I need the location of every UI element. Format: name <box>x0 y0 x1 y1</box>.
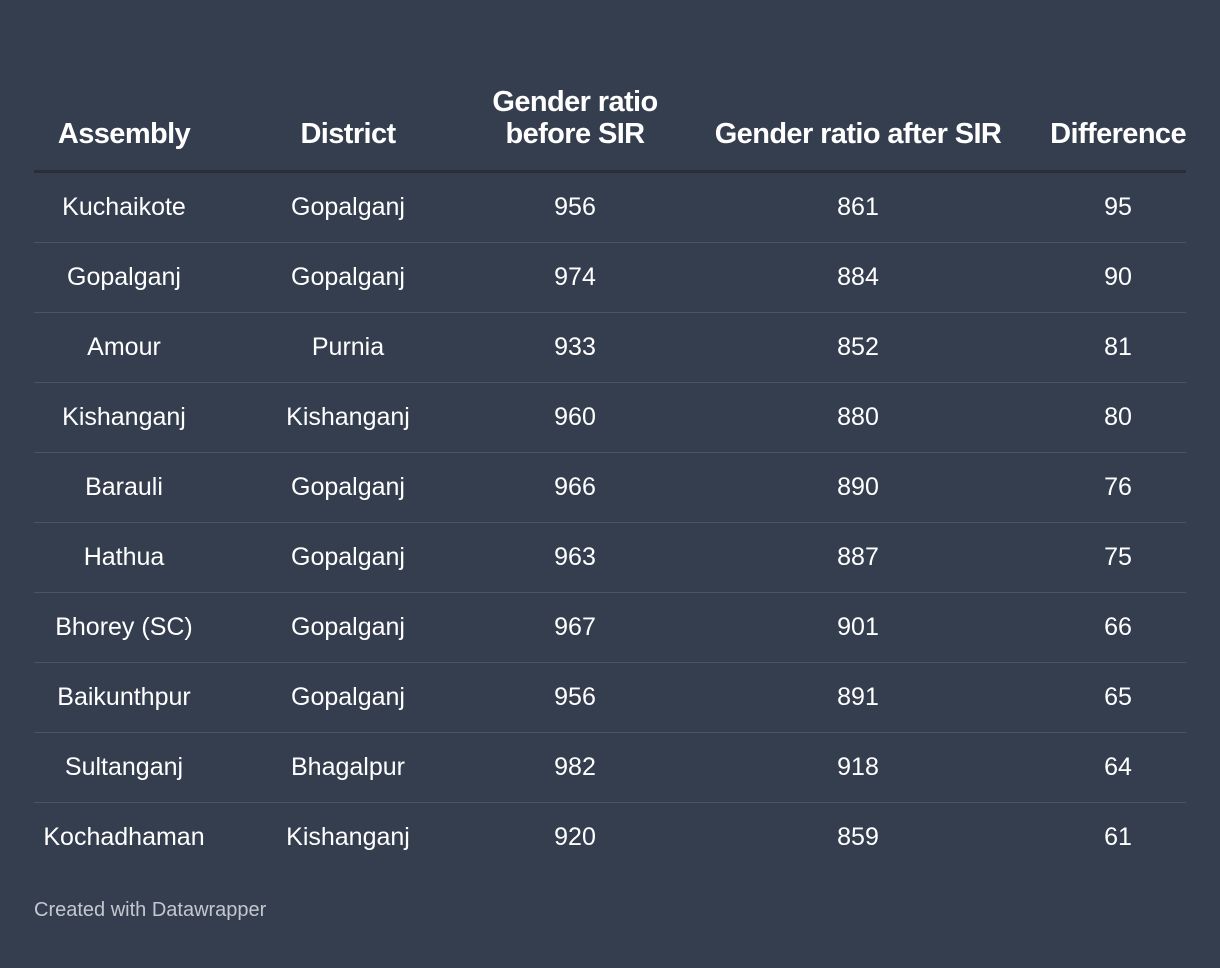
header-row: Assembly District Gender ratio before SI… <box>34 62 1187 173</box>
district-cell: Gopalganj <box>214 452 482 523</box>
assembly-cell: Bhorey (SC) <box>34 592 214 663</box>
before-cell: 960 <box>482 382 668 453</box>
assembly-cell: Amour <box>34 312 214 383</box>
table-row: Hathua Gopalganj 963 887 75 <box>34 522 1186 593</box>
district-cell: Gopalganj <box>214 171 482 243</box>
before-cell: 933 <box>482 312 668 383</box>
difference-value: 61 <box>1104 823 1132 851</box>
before-cell: 963 <box>482 522 668 593</box>
after-cell: 852 <box>668 312 1048 383</box>
difference-cell: 64 <box>1048 732 1186 803</box>
table-row: Kishanganj Kishanganj 960 880 80 <box>34 382 1186 453</box>
difference-value: 66 <box>1104 613 1132 641</box>
table-body: Kuchaikote Gopalganj 956 861 95 Gopalganj Gopa… <box>34 171 1186 873</box>
after-cell: 884 <box>668 242 1048 313</box>
difference-cell: 65 <box>1048 662 1186 733</box>
column-header-assembly[interactable]: Assembly <box>34 62 214 173</box>
difference-value: 65 <box>1104 683 1132 711</box>
district-cell: Gopalganj <box>214 242 482 313</box>
credit-text: Created with Datawrapper <box>34 899 267 921</box>
difference-value: 64 <box>1104 753 1132 781</box>
table-header: Assembly District Gender ratio before SI… <box>34 62 1187 173</box>
assembly-cell: Kuchaikote <box>34 171 214 243</box>
data-table: Assembly District Gender ratio before SI… <box>34 62 1187 873</box>
difference-value: 90 <box>1104 263 1132 291</box>
difference-value: 81 <box>1104 333 1132 361</box>
table-row: Barauli Gopalganj 966 890 76 <box>34 452 1186 523</box>
difference-cell: 76 <box>1048 452 1186 523</box>
table-row: Kochadhaman Kishanganj 920 859 61 <box>34 803 1186 873</box>
after-cell: 901 <box>668 592 1048 663</box>
assembly-cell: Kishanganj <box>34 382 214 453</box>
table-row: Bhorey (SC) Gopalganj 967 901 66 <box>34 592 1186 663</box>
before-cell: 967 <box>482 592 668 663</box>
before-cell: 920 <box>554 823 596 851</box>
before-cell: 974 <box>482 242 668 313</box>
after-cell: 880 <box>668 382 1048 453</box>
district-cell: Kishanganj <box>286 823 410 851</box>
table-row: Amour Purnia 933 852 81 <box>34 312 1186 383</box>
table-row: Gopalganj Gopalganj 974 884 90 <box>34 242 1186 313</box>
district-cell: Purnia <box>214 312 482 383</box>
column-header-after[interactable]: Gender ratio after SIR <box>668 62 1048 173</box>
table-row: Sultanganj Bhagalpur 982 918 64 <box>34 732 1186 803</box>
column-header-district[interactable]: District <box>214 62 482 173</box>
after-cell: 859 <box>837 823 879 851</box>
difference-cell: 75 <box>1048 522 1186 593</box>
difference-value: 76 <box>1104 473 1132 501</box>
after-cell: 887 <box>668 522 1048 593</box>
after-cell: 890 <box>668 452 1048 523</box>
column-header-before[interactable]: Gender ratio before SIR <box>482 62 668 173</box>
before-cell: 966 <box>482 452 668 523</box>
table-row: Kuchaikote Gopalganj 956 861 95 <box>34 171 1186 243</box>
district-cell: Gopalganj <box>214 662 482 733</box>
before-cell: 982 <box>482 732 668 803</box>
assembly-cell: Gopalganj <box>34 242 214 313</box>
difference-cell: 61 <box>1048 803 1186 873</box>
before-cell: 956 <box>482 662 668 733</box>
difference-value: 80 <box>1104 403 1132 431</box>
before-cell: 956 <box>482 171 668 243</box>
assembly-cell: Barauli <box>34 452 214 523</box>
district-cell: Gopalganj <box>214 592 482 663</box>
after-cell: 861 <box>668 171 1048 243</box>
assembly-cell: Baikunthpur <box>34 662 214 733</box>
difference-cell: 80 <box>1048 382 1186 453</box>
after-cell: 891 <box>668 662 1048 733</box>
difference-cell: 66 <box>1048 592 1186 663</box>
after-cell: 918 <box>668 732 1048 803</box>
assembly-cell: Kochadhaman <box>43 823 205 851</box>
district-cell: Bhagalpur <box>214 732 482 803</box>
difference-cell: 81 <box>1048 312 1186 383</box>
assembly-cell: Sultanganj <box>34 732 214 803</box>
table-row: Baikunthpur Gopalganj 956 891 65 <box>34 662 1186 733</box>
assembly-cell: Hathua <box>34 522 214 593</box>
difference-value: 75 <box>1104 543 1132 571</box>
district-cell: Kishanganj <box>214 382 482 453</box>
difference-cell: 95 <box>1048 171 1186 243</box>
difference-value: 95 <box>1104 193 1132 221</box>
difference-cell: 90 <box>1048 242 1186 313</box>
column-header-difference[interactable]: Difference <box>1048 62 1187 173</box>
data-table-container: Assembly District Gender ratio before SI… <box>34 62 1187 873</box>
district-cell: Gopalganj <box>214 522 482 593</box>
